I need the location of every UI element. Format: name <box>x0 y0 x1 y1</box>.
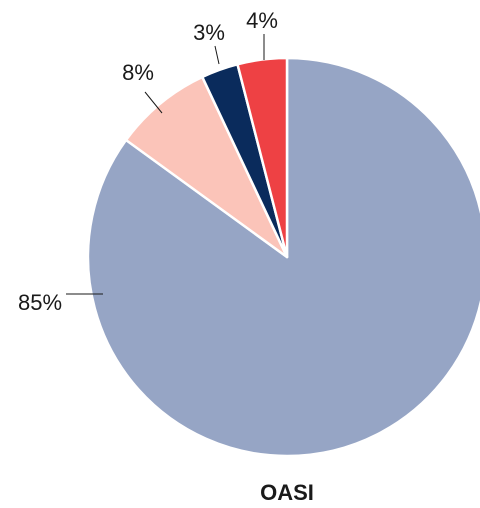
percent-label-8: 8% <box>122 60 154 85</box>
chart-title: OASI <box>260 480 314 505</box>
pie-slice-85 <box>86 56 480 458</box>
leader-line-8 <box>144 91 163 114</box>
pie-slices <box>86 56 480 458</box>
pie-slice-8 <box>124 75 289 259</box>
percent-label-4: 4% <box>246 8 278 33</box>
leader-line-3 <box>214 45 220 65</box>
percent-label-85: 85% <box>18 290 62 315</box>
pie-slice-4 <box>236 56 289 259</box>
percent-label-3: 3% <box>193 20 225 45</box>
percent-labels: 85% 8% 3% 4% <box>18 8 278 315</box>
label-leader-lines <box>66 34 265 295</box>
